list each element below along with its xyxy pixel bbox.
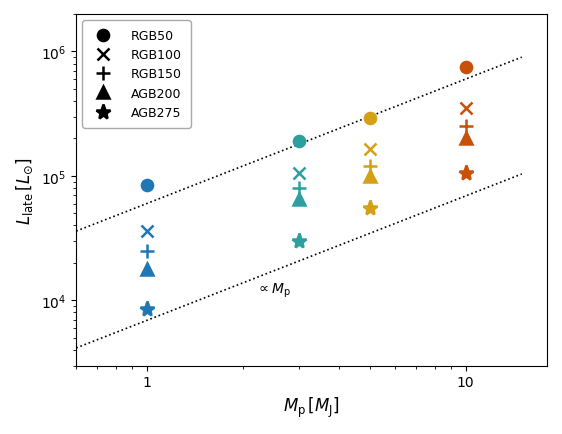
Legend: RGB50, RGB100, RGB150, AGB200, AGB275: RGB50, RGB100, RGB150, AGB200, AGB275 (82, 21, 191, 128)
Y-axis label: $L_{\mathrm{late}}\,[L_{\odot}]$: $L_{\mathrm{late}}\,[L_{\odot}]$ (15, 157, 35, 224)
Text: $\propto M_{\mathrm{p}}$: $\propto M_{\mathrm{p}}$ (256, 281, 291, 299)
X-axis label: $M_{\mathrm{p}}\,[M_{\mathrm{J}}]$: $M_{\mathrm{p}}\,[M_{\mathrm{J}}]$ (283, 395, 340, 419)
